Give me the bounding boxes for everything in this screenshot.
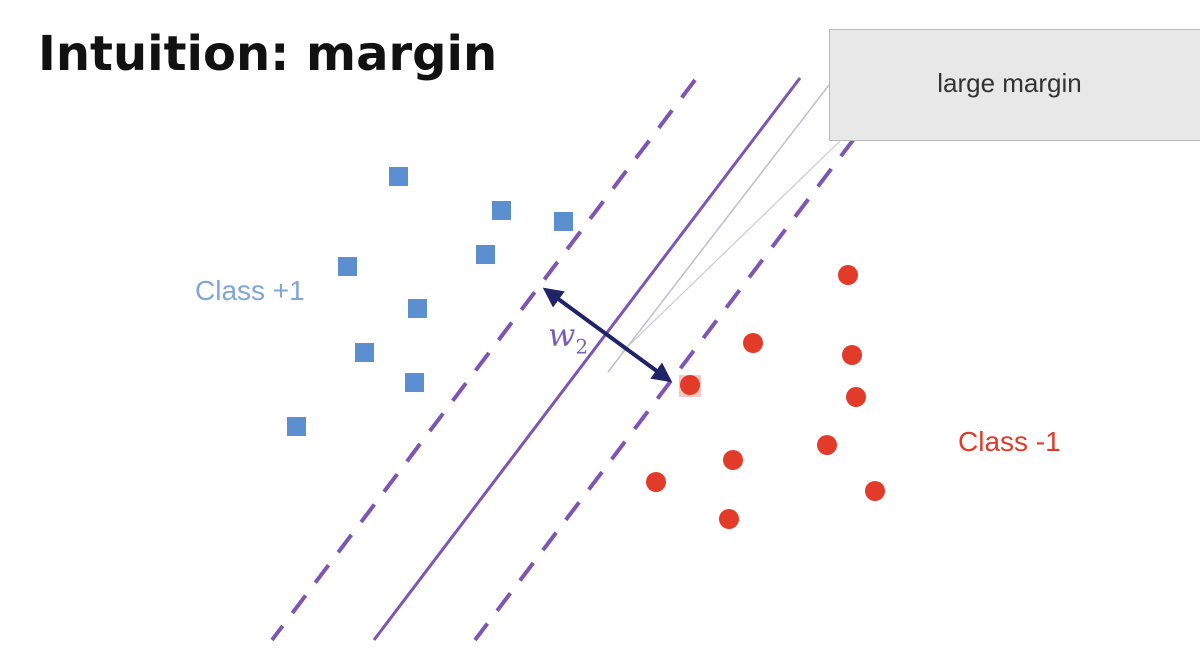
- class-pos-point: [287, 417, 306, 436]
- class-neg-point: [817, 435, 837, 455]
- class-pos-point: [476, 245, 495, 264]
- class-pos-point: [405, 373, 424, 392]
- class-pos-label: Class +1: [195, 275, 305, 306]
- class-pos-point: [389, 167, 408, 186]
- class-pos-point: [408, 299, 427, 318]
- class-neg-point: [865, 481, 885, 501]
- class-neg-point: [723, 450, 743, 470]
- class-neg-point: [743, 333, 763, 353]
- slide-title: Intuition: margin: [38, 26, 498, 82]
- class-pos-point: [355, 343, 374, 362]
- weight-label: w2: [548, 316, 588, 358]
- class-neg-point: [719, 509, 739, 529]
- callout-pointer-line: [621, 140, 841, 353]
- weight-symbol: w: [548, 316, 576, 354]
- callout-box: large margin: [829, 29, 1200, 141]
- margin-width-arrow: [542, 287, 673, 383]
- class-pos-point: [338, 257, 357, 276]
- callout-pointer-line: [607, 84, 830, 373]
- class-neg-point: [646, 472, 666, 492]
- margin-boundary-right: [473, 76, 902, 642]
- class-pos-points: [287, 167, 573, 436]
- class-neg-point: [842, 345, 862, 365]
- class-neg-point: [680, 375, 700, 395]
- class-neg-point: [838, 265, 858, 285]
- margin-boundary-left: [270, 78, 697, 642]
- class-pos-point: [492, 201, 511, 220]
- weight-subscript: 2: [575, 334, 589, 359]
- callout-text: large margin: [937, 68, 1082, 98]
- decision-boundary: [372, 77, 802, 641]
- class-pos-point: [554, 212, 573, 231]
- class-neg-points: [646, 265, 885, 529]
- class-neg-label: Class -1: [958, 426, 1061, 457]
- class-neg-point: [846, 387, 866, 407]
